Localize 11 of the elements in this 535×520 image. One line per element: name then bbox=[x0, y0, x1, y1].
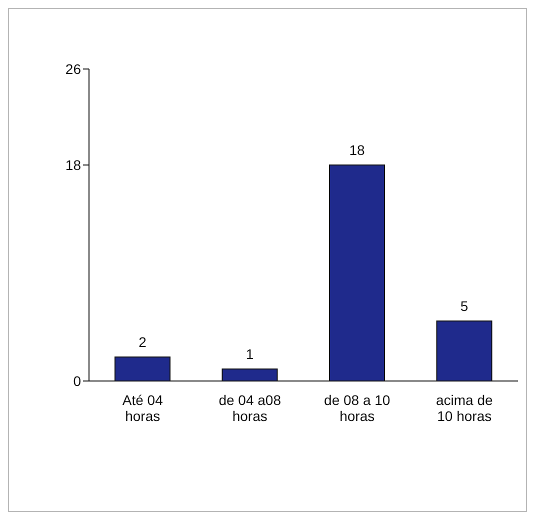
y-tick-label: 26 bbox=[65, 60, 82, 77]
data-label: 1 bbox=[246, 346, 254, 362]
x-tick-label: acima de 10 horas bbox=[436, 392, 493, 424]
y-tick-label: 18 bbox=[65, 156, 82, 173]
x-tick-label: de 08 a 10 horas bbox=[324, 392, 390, 424]
y-tick-label: 0 bbox=[73, 372, 82, 389]
x-tick-label: de 04 a08 horas bbox=[218, 392, 282, 424]
data-label: 5 bbox=[460, 298, 468, 314]
data-label: 18 bbox=[349, 142, 365, 158]
data-label: 2 bbox=[138, 334, 147, 350]
x-tick-label: Até 04 horas bbox=[122, 392, 164, 424]
